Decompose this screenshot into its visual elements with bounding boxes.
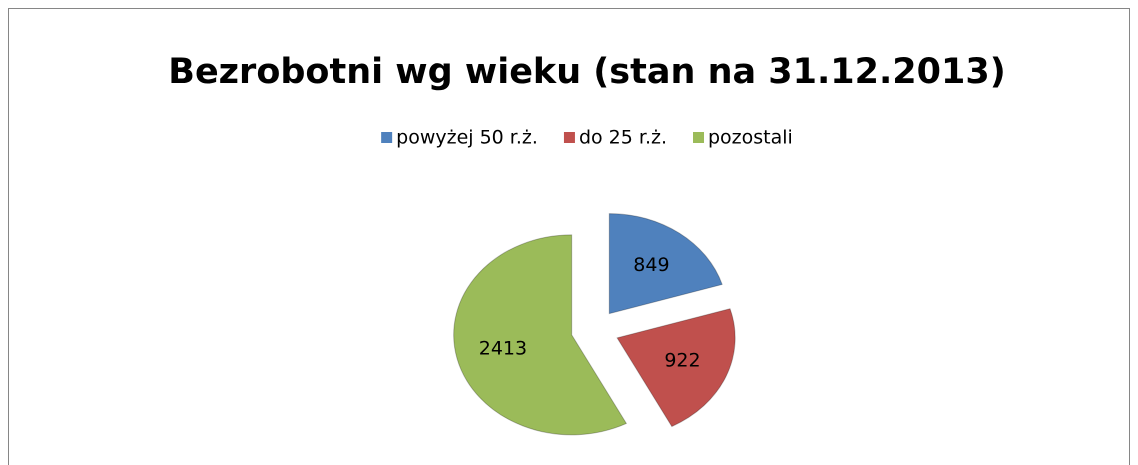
legend-label: do 25 r.ż. [579,127,667,149]
pie-slice [608,213,723,315]
legend-label: powyżej 50 r.ż. [396,127,538,149]
legend-swatch [693,132,705,143]
legend-swatch [563,132,575,143]
legend-label: pozostali [708,127,793,149]
chart-title: Bezrobotni wg wieku (stan na 31.12.2013) [168,52,1005,92]
legend-swatch [381,132,393,143]
pie-slice [453,234,628,436]
pie-slice [616,308,736,428]
data-label: 922 [664,350,700,372]
data-label: 849 [633,254,669,276]
data-label: 2413 [479,338,527,360]
